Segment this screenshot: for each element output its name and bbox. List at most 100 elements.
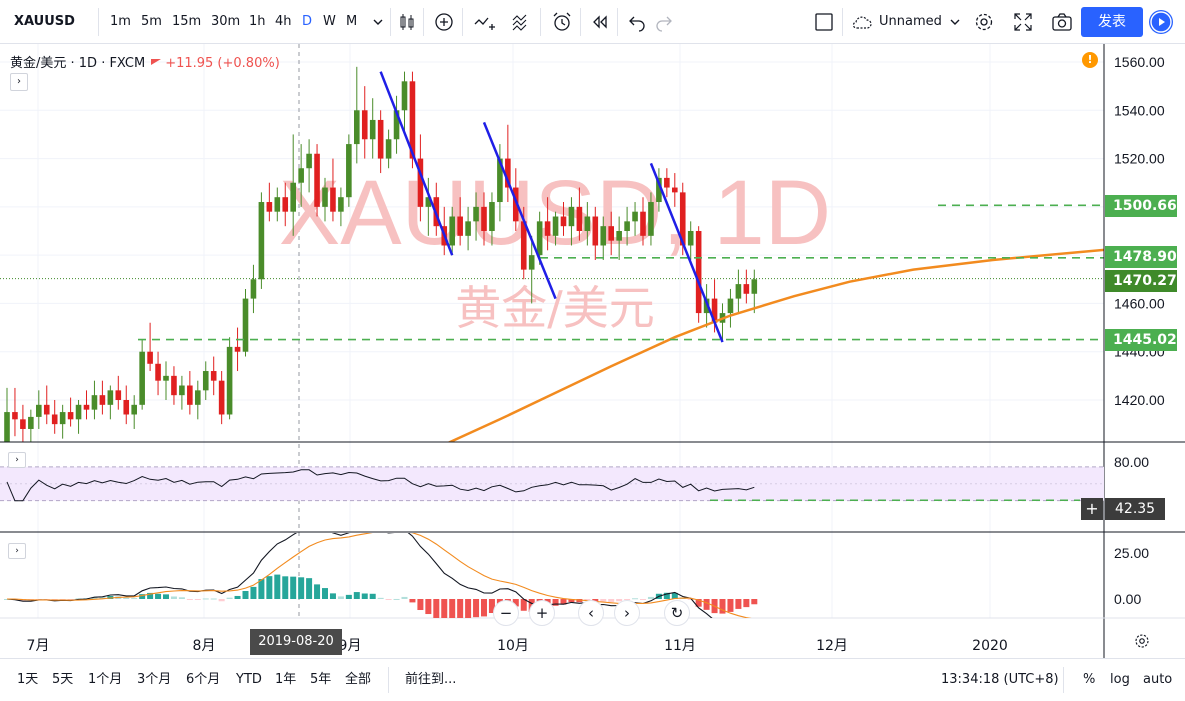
interval-15m[interactable]: 15m xyxy=(172,14,202,29)
replay-icon[interactable] xyxy=(588,10,612,34)
chevron-down-icon[interactable] xyxy=(366,10,390,34)
interval-4h[interactable]: 4h xyxy=(275,14,292,29)
candle-body xyxy=(393,110,400,140)
candle-body xyxy=(640,211,646,236)
drawings-layer xyxy=(138,71,1104,343)
flag-icon[interactable] xyxy=(151,58,162,65)
symbol-search-button[interactable]: XAUUSD xyxy=(14,14,75,29)
zoom-out-button[interactable]: − xyxy=(493,600,519,626)
templates-icon[interactable] xyxy=(510,10,534,34)
macd-histogram-bar xyxy=(520,599,527,611)
toolbar-divider xyxy=(388,667,389,693)
layout-name-button[interactable]: Unnamed xyxy=(879,14,942,29)
candles-icon[interactable] xyxy=(395,10,419,34)
chevron-down-icon[interactable] xyxy=(943,10,967,34)
macd-signal-line xyxy=(6,533,752,618)
macd-histogram-bar xyxy=(163,594,169,599)
candle-body xyxy=(377,119,384,159)
macd-histogram-bar xyxy=(417,599,424,611)
candle-body xyxy=(266,202,273,212)
macd-collapse-button[interactable]: › xyxy=(8,543,26,559)
time-axis[interactable]: 7月 8月 9月 10月 11月 12月 2020 xyxy=(27,638,1008,654)
fullscreen-toggle-icon[interactable] xyxy=(812,10,836,34)
camera-icon[interactable] xyxy=(1050,10,1074,34)
macd-histogram-bar xyxy=(123,597,130,599)
range-all[interactable]: 全部 xyxy=(345,672,372,687)
time-tick-label: 10月 xyxy=(497,638,529,654)
interval-1h[interactable]: 1h xyxy=(249,14,266,29)
percent-toggle[interactable]: % xyxy=(1083,672,1096,687)
interval-w[interactable]: W xyxy=(323,14,336,29)
play-icon[interactable] xyxy=(1149,10,1173,34)
auto-toggle[interactable]: auto xyxy=(1143,672,1173,687)
rsi-line xyxy=(6,469,755,502)
candle-body xyxy=(242,298,249,352)
macd-histogram-bar xyxy=(663,592,670,599)
macd-histogram-bar xyxy=(306,578,313,599)
gear-icon[interactable] xyxy=(972,10,996,34)
add-plus-icon[interactable]: + xyxy=(1081,498,1103,520)
toolbar-divider xyxy=(1063,667,1064,693)
crosshair-date-label: 2019-08-20 xyxy=(250,629,342,655)
macd-histogram-bar xyxy=(560,599,567,605)
range-3m[interactable]: 3个月 xyxy=(137,672,172,687)
macd-histogram-bar xyxy=(377,597,384,599)
macd-histogram-bar xyxy=(600,599,607,602)
chart-canvas[interactable]: XAUUSD, 1D 黄金/美元 1560.00 1540.00 1520.00 15… xyxy=(0,44,1185,658)
range-ytd[interactable]: YTD xyxy=(236,672,262,687)
candle-body xyxy=(163,375,169,381)
macd-histogram-bar xyxy=(194,599,201,600)
grid-lines xyxy=(0,44,1104,618)
redo-icon[interactable] xyxy=(652,10,676,34)
interval-d[interactable]: D xyxy=(302,14,313,29)
candles-series xyxy=(4,66,1104,442)
macd-histogram-bar xyxy=(298,577,305,599)
macd-histogram-bar xyxy=(632,598,639,600)
candle-body xyxy=(290,182,296,212)
range-5d[interactable]: 5天 xyxy=(52,672,74,687)
indicators-icon[interactable] xyxy=(472,10,496,34)
candle-body xyxy=(449,216,455,246)
interval-m[interactable]: M xyxy=(346,14,358,29)
interval-30m[interactable]: 30m xyxy=(211,14,241,29)
range-1y[interactable]: 1年 xyxy=(275,672,297,687)
range-1d[interactable]: 1天 xyxy=(17,672,39,687)
range-6m[interactable]: 6个月 xyxy=(186,672,221,687)
reset-chart-button[interactable]: ↻ xyxy=(664,600,690,626)
rsi-collapse-button[interactable]: › xyxy=(8,452,26,468)
alarm-icon[interactable] xyxy=(550,10,574,34)
range-1m[interactable]: 1个月 xyxy=(88,672,123,687)
undo-icon[interactable] xyxy=(625,10,649,34)
candle-body xyxy=(624,221,630,231)
legend-collapse-button[interactable]: › xyxy=(10,73,28,91)
clock-display[interactable]: 13:34:18 (UTC+8) xyxy=(941,672,1059,687)
macd-histogram-bar xyxy=(59,599,66,600)
expand-icon[interactable] xyxy=(1011,10,1035,34)
interval-1m[interactable]: 1m xyxy=(110,14,131,29)
candle-body xyxy=(544,221,551,236)
candle-body xyxy=(274,197,281,212)
candle-body xyxy=(147,351,153,364)
trend-line xyxy=(649,162,724,343)
candle-body xyxy=(465,221,471,236)
macd-histogram-bar xyxy=(385,599,392,600)
publish-button[interactable]: 发表 xyxy=(1081,7,1143,37)
gear-icon[interactable] xyxy=(1133,632,1151,650)
macd-histogram-bar xyxy=(608,599,615,602)
scroll-left-button[interactable]: ‹ xyxy=(578,600,604,626)
compare-add-icon[interactable] xyxy=(432,10,456,34)
candle-body xyxy=(632,211,638,222)
alert-icon[interactable]: ! xyxy=(1082,52,1098,68)
scroll-right-button[interactable]: › xyxy=(614,600,640,626)
macd-histogram-bar xyxy=(322,588,328,599)
candle-body xyxy=(385,139,392,159)
zoom-in-button[interactable]: + xyxy=(529,600,555,626)
macd-histogram-bar xyxy=(703,599,710,610)
range-5y[interactable]: 5年 xyxy=(310,672,332,687)
candle-body xyxy=(552,216,559,236)
log-toggle[interactable]: log xyxy=(1110,672,1130,687)
interval-5m[interactable]: 5m xyxy=(141,14,162,29)
last-price-tag: 1470.27 xyxy=(1105,270,1177,292)
candle-body xyxy=(99,395,106,405)
goto-date-button[interactable]: 前往到... xyxy=(405,672,457,687)
